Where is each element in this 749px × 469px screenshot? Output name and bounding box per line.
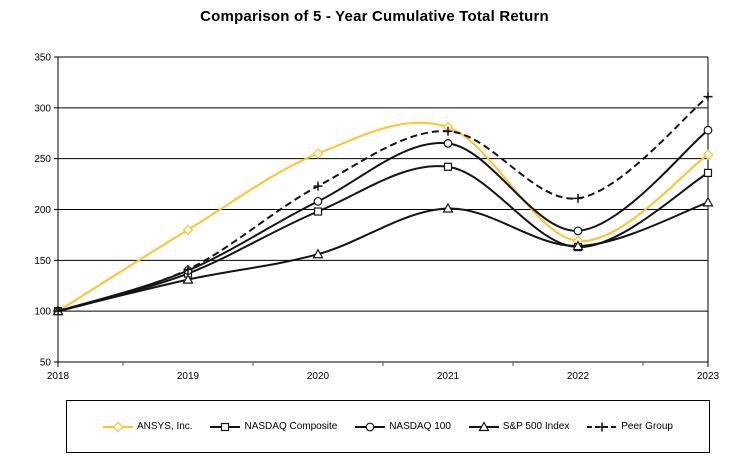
marker-triangle bbox=[478, 420, 490, 431]
marker-plus bbox=[597, 422, 607, 431]
marker-plus bbox=[313, 181, 323, 191]
marker-triangle bbox=[442, 202, 454, 213]
marker-plus bbox=[183, 264, 193, 274]
chart-title: Comparison of 5 - Year Cumulative Total … bbox=[200, 8, 549, 25]
x-axis-label: 2021 bbox=[437, 371, 460, 382]
marker-plus bbox=[443, 126, 453, 136]
legend-label: ANSYS, Inc. bbox=[137, 421, 193, 432]
legend-label: S&P 500 Index bbox=[502, 421, 570, 432]
y-axis-label: 100 bbox=[34, 307, 51, 318]
y-axis-label: 350 bbox=[34, 53, 51, 64]
marker-diamond bbox=[702, 149, 714, 160]
series-line-nasdaq-composite bbox=[57, 165, 709, 313]
diamond-marker-icon bbox=[103, 421, 133, 432]
marker-circle bbox=[313, 196, 323, 206]
legend-item-ansys-inc: ANSYS, Inc. bbox=[103, 421, 193, 433]
marker-square bbox=[313, 207, 323, 216]
series-line-ansys-inc bbox=[57, 121, 709, 313]
plus-marker-icon bbox=[587, 422, 618, 431]
y-axis-label: 250 bbox=[34, 154, 51, 165]
legend-label: NASDAQ Composite bbox=[244, 421, 338, 432]
marker-circle bbox=[573, 226, 583, 236]
marker-diamond bbox=[182, 224, 194, 236]
y-axis-label: 150 bbox=[34, 256, 51, 267]
x-axis-label: 2020 bbox=[307, 371, 330, 382]
marker-circle bbox=[703, 125, 713, 135]
marker-triangle bbox=[312, 248, 324, 259]
marker-plus bbox=[53, 306, 63, 316]
marker-triangle bbox=[702, 196, 714, 207]
legend-item-nasdaq-100: NASDAQ 100 bbox=[355, 421, 451, 433]
y-axis-label: 300 bbox=[34, 103, 51, 114]
legend: ANSYS, Inc. NASDAQ Composite NASDAQ 100 S&P… bbox=[66, 400, 710, 453]
marker-diamond bbox=[312, 148, 324, 159]
marker-triangle bbox=[182, 273, 194, 284]
x-axis-label: 2022 bbox=[567, 371, 590, 382]
x-axis-label: 2018 bbox=[47, 371, 70, 382]
y-axis-label: 200 bbox=[34, 205, 51, 216]
legend-label: NASDAQ 100 bbox=[389, 421, 451, 432]
y-axis-label: 50 bbox=[40, 358, 52, 369]
triangle-marker-icon bbox=[468, 420, 499, 431]
square-marker-icon bbox=[210, 422, 241, 431]
x-axis-label: 2019 bbox=[177, 371, 200, 382]
legend-item-peer-group: Peer Group bbox=[587, 421, 673, 433]
x-axis-label: 2023 bbox=[697, 371, 720, 382]
legend-item-nasdaq-composite: NASDAQ Composite bbox=[210, 421, 337, 433]
marker-square bbox=[221, 422, 230, 431]
marker-diamond bbox=[112, 421, 124, 432]
marker-circle bbox=[443, 139, 453, 148]
series-line-peer-group bbox=[57, 95, 709, 313]
marker-plus bbox=[703, 92, 713, 102]
series-line-s-p-500-index bbox=[57, 201, 709, 313]
marker-circle bbox=[365, 422, 375, 431]
plot-area: 350 300 250 200 150 100 50 2018 2019 2020 2021 2022… bbox=[34, 53, 720, 383]
legend-label: Peer Group bbox=[621, 421, 673, 432]
marker-triangle bbox=[572, 240, 584, 251]
marker-square bbox=[443, 162, 453, 171]
marker-plus bbox=[573, 193, 583, 203]
circle-marker-icon bbox=[355, 422, 386, 431]
marker-square bbox=[703, 168, 713, 177]
legend-item-s-p-500-index: S&P 500 Index bbox=[468, 420, 570, 433]
